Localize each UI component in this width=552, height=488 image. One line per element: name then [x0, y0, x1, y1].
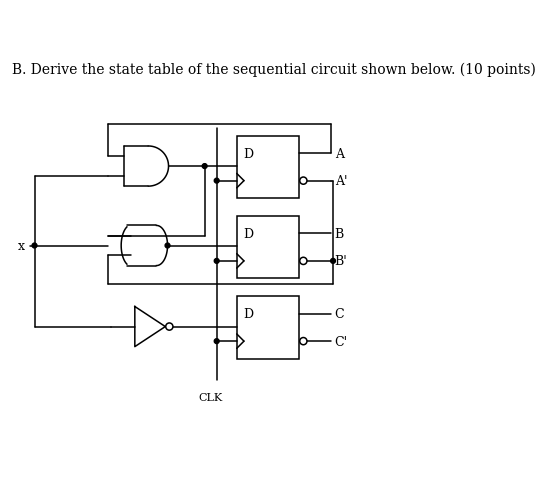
Circle shape: [165, 244, 170, 248]
Circle shape: [166, 323, 173, 330]
Circle shape: [300, 338, 307, 345]
Text: CLK: CLK: [198, 392, 222, 403]
Text: A: A: [335, 147, 344, 160]
Bar: [237, 136, 299, 199]
Circle shape: [300, 258, 307, 265]
Bar: [237, 296, 299, 359]
Circle shape: [214, 179, 219, 183]
Text: D: D: [243, 307, 253, 321]
Circle shape: [300, 178, 307, 185]
Text: D: D: [243, 147, 253, 160]
Text: C': C': [335, 335, 348, 348]
Circle shape: [331, 259, 336, 264]
Text: B: B: [335, 227, 344, 241]
Circle shape: [32, 244, 37, 248]
Text: A': A': [335, 175, 347, 188]
Circle shape: [202, 164, 207, 169]
Text: D: D: [243, 227, 253, 241]
Text: B': B': [335, 255, 347, 268]
Text: B. Derive the state table of the sequential circuit shown below. (10 points): B. Derive the state table of the sequent…: [12, 62, 536, 77]
Text: x: x: [17, 240, 24, 252]
Bar: [237, 216, 299, 279]
Text: C: C: [335, 307, 344, 321]
Circle shape: [214, 259, 219, 264]
Circle shape: [214, 339, 219, 344]
